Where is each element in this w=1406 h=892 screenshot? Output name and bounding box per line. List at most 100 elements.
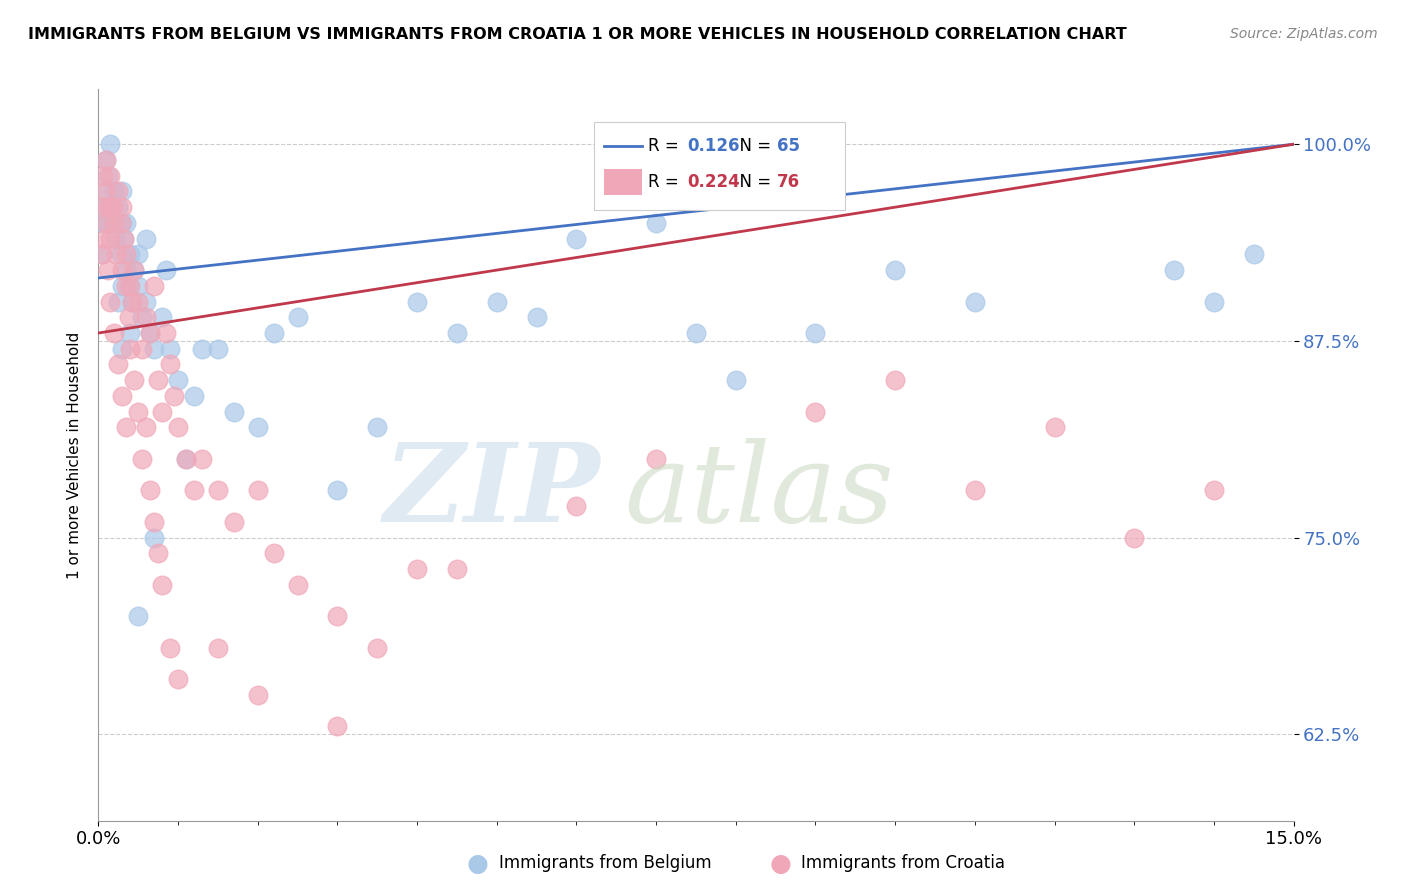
- Point: [112, 232, 135, 246]
- Point: [131, 310, 153, 325]
- Text: N =: N =: [730, 173, 776, 191]
- Point: [1123, 531, 1146, 545]
- Point: [127, 405, 149, 419]
- Point: [118, 278, 141, 293]
- Point: [135, 294, 157, 309]
- Point: [183, 483, 205, 498]
- Point: [222, 515, 245, 529]
- Point: [118, 310, 141, 325]
- Point: [167, 420, 190, 434]
- Point: [167, 672, 190, 686]
- Point: [139, 483, 162, 498]
- Point: [98, 200, 122, 214]
- Point: [526, 310, 548, 325]
- Point: [94, 232, 117, 246]
- Point: [804, 326, 827, 340]
- Point: [446, 562, 468, 576]
- Text: atlas: atlas: [624, 438, 894, 545]
- Point: [174, 451, 197, 466]
- Bar: [595, 122, 845, 210]
- Point: [191, 451, 214, 466]
- Point: [98, 137, 122, 152]
- Point: [124, 373, 146, 387]
- Point: [115, 278, 138, 293]
- Point: [207, 483, 229, 498]
- Point: [107, 200, 129, 214]
- Point: [1202, 294, 1225, 309]
- Point: [93, 200, 115, 214]
- Point: [127, 247, 149, 261]
- Text: 0.224: 0.224: [688, 173, 741, 191]
- Point: [135, 232, 157, 246]
- Point: [96, 153, 118, 167]
- Point: [1043, 420, 1066, 434]
- Point: [110, 216, 132, 230]
- Point: [724, 373, 747, 387]
- Point: [111, 200, 134, 214]
- Point: [326, 483, 349, 498]
- Point: [366, 420, 388, 434]
- Point: [222, 405, 245, 419]
- Text: Immigrants from Croatia: Immigrants from Croatia: [801, 855, 1005, 872]
- Point: [246, 483, 269, 498]
- Point: [120, 278, 142, 293]
- Point: [326, 719, 349, 733]
- Point: [127, 609, 149, 624]
- Text: IMMIGRANTS FROM BELGIUM VS IMMIGRANTS FROM CROATIA 1 OR MORE VEHICLES IN HOUSEHO: IMMIGRANTS FROM BELGIUM VS IMMIGRANTS FR…: [28, 27, 1126, 42]
- Text: R =: R =: [648, 136, 685, 154]
- Point: [90, 200, 112, 214]
- Point: [103, 216, 125, 230]
- Point: [246, 688, 269, 702]
- Point: [91, 247, 114, 261]
- Point: [91, 169, 114, 183]
- Text: ●: ●: [769, 852, 792, 875]
- Point: [406, 294, 429, 309]
- Point: [163, 389, 186, 403]
- Point: [565, 499, 588, 513]
- Point: [107, 358, 129, 372]
- Point: [143, 342, 166, 356]
- Point: [107, 185, 129, 199]
- Point: [124, 263, 146, 277]
- Point: [150, 577, 173, 591]
- Point: [167, 373, 190, 387]
- Point: [111, 342, 134, 356]
- Point: [121, 294, 143, 309]
- Point: [98, 169, 122, 183]
- Point: [107, 294, 129, 309]
- Point: [135, 420, 157, 434]
- Point: [127, 294, 149, 309]
- Text: 76: 76: [778, 173, 800, 191]
- Point: [207, 342, 229, 356]
- Point: [94, 185, 117, 199]
- Text: 65: 65: [778, 136, 800, 154]
- Point: [1202, 483, 1225, 498]
- Point: [565, 232, 588, 246]
- Point: [287, 310, 309, 325]
- Point: [104, 247, 127, 261]
- Y-axis label: 1 or more Vehicles in Household: 1 or more Vehicles in Household: [66, 331, 82, 579]
- Point: [104, 232, 127, 246]
- Point: [103, 216, 125, 230]
- Point: [1243, 247, 1265, 261]
- Text: N =: N =: [730, 136, 776, 154]
- Point: [97, 200, 120, 214]
- Point: [366, 640, 388, 655]
- Point: [150, 310, 173, 325]
- Point: [139, 326, 162, 340]
- Point: [183, 389, 205, 403]
- Point: [111, 185, 134, 199]
- Point: [111, 216, 134, 230]
- Point: [124, 263, 146, 277]
- Text: Immigrants from Belgium: Immigrants from Belgium: [499, 855, 711, 872]
- Point: [97, 263, 120, 277]
- Point: [406, 562, 429, 576]
- Point: [207, 640, 229, 655]
- Point: [485, 294, 508, 309]
- Text: 0.126: 0.126: [688, 136, 740, 154]
- Point: [1163, 263, 1185, 277]
- Point: [139, 326, 162, 340]
- Text: ●: ●: [467, 852, 489, 875]
- Point: [98, 232, 122, 246]
- Point: [685, 326, 707, 340]
